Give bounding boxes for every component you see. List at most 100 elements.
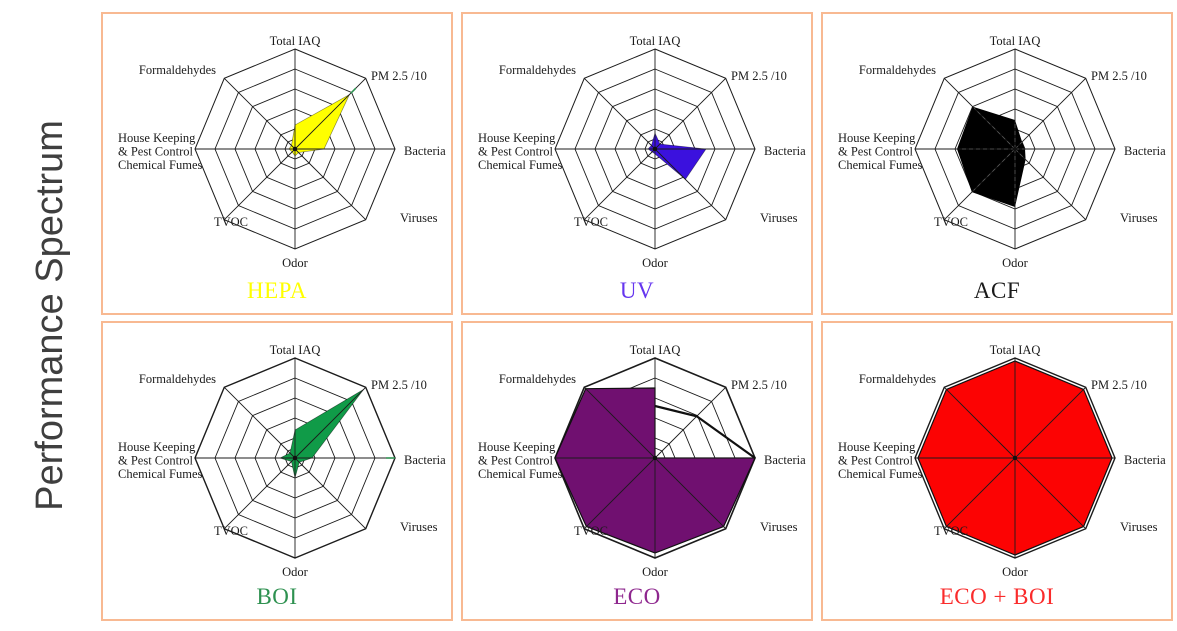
axis-label: Viruses [760, 520, 798, 534]
panel-eco: Total IAQ PM 2.5 /10 Bacteria Viruses Odor TV… [461, 321, 813, 621]
axis-label: PM 2.5 /10 [731, 69, 787, 83]
axis-label: Bacteria [764, 144, 806, 158]
radar-chart-boi: Total IAQ PM 2.5 /10 Bacteria Viruses Odor TV… [118, 343, 446, 579]
axis-label: Total IAQ [990, 343, 1041, 357]
spoke [583, 457, 656, 530]
axis-label: Bacteria [404, 453, 446, 467]
axis-label: PM 2.5 /10 [731, 378, 787, 392]
axis-label: House Keeping & Pest Control Chemical Fume… [478, 440, 562, 481]
spoke-highlight [973, 107, 1016, 150]
axis-label: TVOC [214, 524, 248, 538]
panel-uv: Total IAQ PM 2.5 /10 Bacteria Viruses Odor TV… [461, 12, 813, 315]
center-dot [1012, 146, 1018, 152]
axis-label: TVOC [934, 215, 968, 229]
spoke [583, 386, 656, 459]
axis-label: Odor [642, 565, 669, 579]
radar-fill [279, 389, 364, 479]
radar-chart-hepa: Total IAQ PM 2.5 /10 Bacteria Viruses Odor TV… [118, 34, 446, 270]
spoke [943, 77, 1016, 150]
chart-title-eco-boi: ECO + BOI [939, 584, 1055, 609]
axis-label: PM 2.5 /10 [371, 69, 427, 83]
center-dot [1012, 455, 1018, 461]
panel-acf: Total IAQ PM 2.5 /10 Bacteria Viruses Odor TV… [821, 12, 1173, 315]
chart-title-boi: BOI [256, 584, 298, 609]
chart-title-uv: UV [619, 278, 655, 303]
spoke [583, 77, 656, 150]
axis-tick [350, 87, 357, 94]
axis-label: Viruses [760, 211, 798, 225]
spoke [223, 77, 296, 150]
axis-label: Total IAQ [630, 343, 681, 357]
axis-label: House Keeping & Pest Control Chemical Fume… [478, 131, 562, 172]
page-title: Performance Spectrum [28, 120, 71, 511]
spoke [654, 77, 727, 150]
spoke [1014, 386, 1087, 459]
axis-label: House Keeping & Pest Control Chemical Fume… [838, 440, 922, 481]
axis-label: Odor [1002, 565, 1029, 579]
overlay-line [654, 404, 756, 459]
axis-label: Formaldehydes [859, 372, 936, 386]
axis-label: Bacteria [404, 144, 446, 158]
axis-label: Viruses [1120, 211, 1158, 225]
spoke [1014, 148, 1087, 221]
axis-label: TVOC [574, 524, 608, 538]
radar-chart-grid: Total IAQ PM 2.5 /10 Bacteria Viruses Odor TV… [101, 12, 1173, 621]
spoke [1014, 457, 1087, 530]
axis-label: Bacteria [764, 453, 806, 467]
axis-label: Total IAQ [270, 34, 321, 48]
axis-label: TVOC [214, 215, 248, 229]
spoke [583, 148, 656, 221]
axis-label: PM 2.5 /10 [1091, 378, 1147, 392]
axis-label: Formaldehydes [139, 372, 216, 386]
radar-chart-uv: Total IAQ PM 2.5 /10 Bacteria Viruses Odor TV… [478, 34, 806, 270]
axis-label: Formaldehydes [139, 63, 216, 77]
spoke [654, 457, 727, 530]
panel-hepa: Total IAQ PM 2.5 /10 Bacteria Viruses Odor TV… [101, 12, 453, 315]
axis-label: PM 2.5 /10 [371, 378, 427, 392]
spoke-highlight [973, 148, 1016, 191]
radar-chart-eco: Total IAQ PM 2.5 /10 Bacteria Viruses Odor TV… [478, 343, 806, 579]
spoke [943, 457, 1016, 530]
axis-label: Viruses [400, 520, 438, 534]
axis-label: Odor [282, 256, 309, 270]
axis-label: House Keeping & Pest Control Chemical Fume… [118, 131, 202, 172]
panel-eco-boi: Total IAQ PM 2.5 /10 Bacteria Viruses Odor TV… [821, 321, 1173, 621]
spoke [223, 386, 296, 459]
spoke [294, 148, 367, 221]
axis-label: Bacteria [1124, 453, 1166, 467]
spoke [1014, 77, 1087, 150]
axis-label: House Keeping & Pest Control Chemical Fume… [838, 131, 922, 172]
spoke [654, 386, 727, 459]
radar-fill [957, 106, 1026, 207]
vertical-page-title: Performance Spectrum [0, 0, 100, 631]
panel-boi: Total IAQ PM 2.5 /10 Bacteria Viruses Odor TV… [101, 321, 453, 621]
spoke [654, 148, 727, 221]
axis-label: Odor [642, 256, 669, 270]
axis-label: PM 2.5 /10 [1091, 69, 1147, 83]
axis-label: Total IAQ [630, 34, 681, 48]
spoke [223, 457, 296, 530]
center-dot [292, 455, 298, 461]
axis-label: Formaldehydes [859, 63, 936, 77]
axis-label: TVOC [934, 524, 968, 538]
axis-label: Formaldehydes [499, 63, 576, 77]
axis-label: House Keeping & Pest Control Chemical Fume… [118, 440, 202, 481]
center-dot [652, 146, 658, 152]
axis-label: Total IAQ [990, 34, 1041, 48]
axis-label: Viruses [1120, 520, 1158, 534]
chart-title-acf: ACF [973, 278, 1021, 303]
center-dot [292, 146, 298, 152]
spoke [943, 386, 1016, 459]
axis-label: Total IAQ [270, 343, 321, 357]
axis-label: Viruses [400, 211, 438, 225]
spoke-highlight [1014, 148, 1026, 160]
spoke [943, 148, 1016, 221]
axis-label: Bacteria [1124, 144, 1166, 158]
axis-label: Odor [282, 565, 309, 579]
spoke [223, 148, 296, 221]
axis-label: Odor [1002, 256, 1029, 270]
chart-title-eco: ECO [613, 584, 661, 609]
axis-label: TVOC [574, 215, 608, 229]
spoke [294, 386, 367, 459]
